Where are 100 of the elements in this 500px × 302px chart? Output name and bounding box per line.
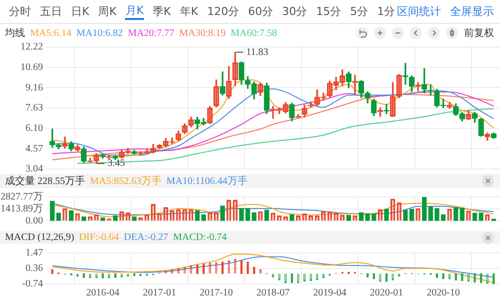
y-tick-label: 3.04 bbox=[26, 164, 43, 175]
bar bbox=[100, 218, 106, 221]
y-tick-label: 0.36 bbox=[26, 263, 43, 274]
x-tick-label: 2017-01 bbox=[142, 288, 176, 299]
bar bbox=[454, 273, 457, 280]
x-tick-label: 2020-10 bbox=[426, 288, 460, 299]
bar bbox=[202, 264, 205, 274]
y-tick-label: 1413.89万 bbox=[0, 204, 43, 215]
bar bbox=[62, 208, 68, 220]
bar bbox=[436, 273, 438, 278]
text: DEA:-0.27 bbox=[124, 232, 168, 243]
bar bbox=[352, 215, 358, 220]
text: 1分 bbox=[377, 4, 396, 19]
bar bbox=[480, 273, 482, 284]
y-tick-label: 9.16 bbox=[26, 82, 43, 94]
y-tick-label: 2827.77万 bbox=[0, 192, 43, 203]
bar bbox=[246, 262, 249, 274]
bar bbox=[403, 210, 408, 221]
y-tick-label: 12.22 bbox=[20, 42, 43, 53]
y-tick-label: 4.57 bbox=[26, 143, 43, 154]
bar bbox=[466, 210, 471, 220]
bar bbox=[492, 273, 495, 284]
text: 120分 bbox=[207, 4, 240, 19]
bar bbox=[308, 215, 314, 220]
chart-title: 成交量 228.55万手 bbox=[5, 174, 85, 188]
annotation: 11.83 bbox=[246, 46, 268, 58]
x-tick-label: 2019-04 bbox=[313, 288, 346, 299]
bar bbox=[138, 218, 143, 220]
bar bbox=[460, 208, 464, 221]
text: 5分 bbox=[350, 4, 368, 19]
bar bbox=[195, 210, 200, 221]
x-tick-label: 2018-07 bbox=[256, 288, 290, 299]
bar bbox=[170, 210, 174, 220]
text: 分时 bbox=[9, 4, 31, 19]
bar bbox=[346, 214, 351, 221]
bar bbox=[82, 273, 85, 278]
bar bbox=[396, 202, 402, 220]
bar bbox=[485, 214, 490, 220]
bar bbox=[264, 210, 270, 221]
bar bbox=[240, 260, 243, 274]
bar bbox=[422, 197, 427, 221]
bar bbox=[144, 214, 150, 220]
bar bbox=[385, 273, 388, 282]
text: MA20:7.77 bbox=[128, 28, 174, 38]
text: 日K bbox=[71, 4, 90, 19]
bar bbox=[290, 214, 294, 221]
y-tick-label: 1.47 bbox=[26, 248, 43, 259]
x-tick-label: 2017-10 bbox=[200, 288, 233, 299]
bar bbox=[163, 207, 168, 220]
bar bbox=[378, 209, 383, 220]
bar bbox=[50, 200, 55, 221]
bar bbox=[390, 198, 396, 220]
bar bbox=[176, 209, 181, 220]
bar bbox=[133, 273, 136, 276]
text: 15分 bbox=[316, 4, 342, 19]
text: 30分 bbox=[282, 4, 308, 19]
bar bbox=[82, 216, 86, 221]
bar bbox=[321, 211, 326, 220]
text: MA10:1106.44万手 bbox=[166, 174, 248, 188]
bar bbox=[88, 216, 92, 220]
y-tick-label: 0.00 bbox=[26, 216, 43, 227]
legend-title: 均线 bbox=[5, 26, 25, 40]
bar bbox=[126, 212, 130, 220]
bar bbox=[290, 273, 293, 284]
text: DIF:-0.64 bbox=[79, 232, 119, 243]
bar bbox=[182, 209, 188, 220]
bar bbox=[358, 212, 364, 221]
bar bbox=[461, 273, 464, 281]
bar bbox=[157, 213, 162, 220]
bar bbox=[258, 211, 263, 220]
bar bbox=[232, 200, 238, 220]
y-tick-label: 6.10 bbox=[26, 122, 43, 134]
text: 全屏显示 bbox=[450, 4, 494, 19]
bar bbox=[132, 216, 137, 221]
bar bbox=[208, 212, 212, 220]
bar bbox=[226, 200, 232, 220]
y-tick-label: 10.69 bbox=[20, 62, 43, 73]
text: 区间统计 bbox=[397, 4, 441, 19]
text: 前复权 bbox=[464, 26, 494, 40]
bar bbox=[253, 266, 256, 274]
bar bbox=[447, 208, 452, 220]
text: 年K bbox=[180, 4, 198, 19]
bar bbox=[252, 212, 256, 221]
bar bbox=[113, 215, 118, 221]
bar bbox=[409, 208, 414, 221]
bar bbox=[283, 216, 288, 220]
x-tick-label: 2016-04 bbox=[86, 288, 120, 299]
bar bbox=[334, 212, 338, 220]
bar bbox=[102, 273, 104, 278]
text: MA60:7.58 bbox=[230, 28, 278, 38]
bar bbox=[340, 214, 345, 220]
text: MA30:8.19 bbox=[179, 28, 226, 38]
bar bbox=[75, 213, 80, 220]
text: 60分 bbox=[248, 4, 274, 19]
text: 季K bbox=[152, 4, 171, 19]
bar bbox=[68, 210, 74, 221]
bar bbox=[327, 211, 332, 220]
line-series bbox=[52, 256, 494, 278]
bar bbox=[119, 211, 124, 220]
text: MA5:852.63万手 bbox=[90, 174, 162, 188]
